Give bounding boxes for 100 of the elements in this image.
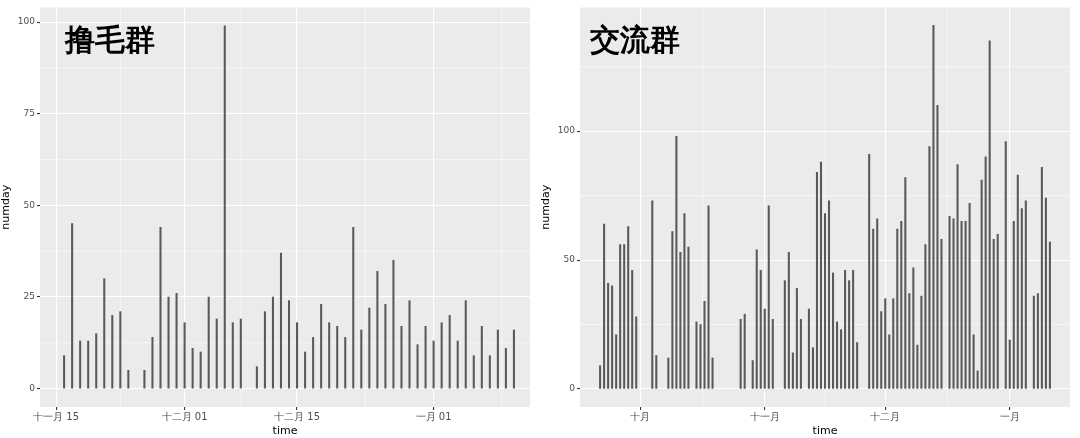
bar <box>823 213 827 389</box>
x-tick-label: 十一月 15 <box>33 410 80 422</box>
bar <box>312 337 315 389</box>
bar <box>607 282 610 389</box>
bar <box>687 246 690 389</box>
bar <box>996 233 999 389</box>
bar <box>119 311 122 389</box>
bar <box>271 296 274 389</box>
bar <box>328 322 331 389</box>
bar <box>223 25 226 389</box>
bar <box>759 270 762 389</box>
bar <box>416 344 419 389</box>
bar <box>876 218 879 389</box>
bar <box>840 329 843 389</box>
bar <box>783 280 786 389</box>
bar <box>1048 241 1051 389</box>
bar <box>980 179 983 389</box>
bar <box>191 348 194 389</box>
bar <box>400 326 403 389</box>
bar <box>988 40 991 389</box>
bar <box>799 319 802 389</box>
bar <box>1036 293 1039 389</box>
bar <box>143 370 146 389</box>
bar <box>827 200 831 389</box>
bar <box>811 347 814 389</box>
bar <box>63 355 66 389</box>
bar <box>968 203 971 389</box>
bar <box>932 25 935 389</box>
y-tick-label: 50 <box>23 199 36 210</box>
bar <box>976 370 979 389</box>
bar <box>175 293 178 389</box>
bar <box>296 322 299 389</box>
bar <box>964 221 967 389</box>
bar <box>908 293 911 389</box>
bar <box>767 205 770 389</box>
y-tick-label: 0 <box>29 383 36 394</box>
bar <box>432 340 435 389</box>
bar <box>255 366 258 389</box>
bar <box>836 321 839 389</box>
bar <box>627 226 630 389</box>
bar <box>892 298 895 389</box>
y-tick-label: 100 <box>17 16 36 27</box>
bar <box>928 146 931 389</box>
bar <box>848 280 851 389</box>
bar <box>671 231 674 389</box>
bar <box>279 252 283 389</box>
bar <box>795 288 798 389</box>
bar <box>496 329 499 389</box>
bar <box>239 318 242 389</box>
bar <box>320 304 323 389</box>
bar <box>956 164 959 389</box>
bar <box>880 311 883 389</box>
bar <box>791 352 794 389</box>
bar <box>960 221 963 389</box>
text: 撸毛群 <box>64 23 155 57</box>
bar <box>904 177 907 389</box>
bar <box>1012 221 1015 389</box>
bar <box>159 227 162 389</box>
bar <box>675 135 678 389</box>
bar <box>344 337 347 389</box>
x-axis-title: time <box>812 424 838 438</box>
bar <box>679 251 682 389</box>
y-tick-label: 50 <box>563 254 576 265</box>
bar <box>127 370 130 389</box>
bar <box>352 227 355 389</box>
bar <box>972 334 975 389</box>
x-tick-label: 十二月 01 <box>161 410 208 422</box>
bar <box>952 218 955 389</box>
bar <box>360 329 363 389</box>
bar <box>611 285 614 389</box>
bar <box>771 319 774 389</box>
bar <box>884 298 887 389</box>
bar <box>1020 208 1023 389</box>
bar <box>304 351 307 389</box>
bar <box>1044 197 1047 389</box>
bar <box>631 270 634 389</box>
bar <box>207 296 210 389</box>
bar <box>287 300 291 389</box>
x-tick-label: 一月 <box>999 410 1020 422</box>
bar <box>599 365 602 389</box>
bar <box>667 357 670 389</box>
bar <box>1016 174 1019 389</box>
bar <box>832 272 835 389</box>
bar <box>868 154 871 389</box>
bar <box>695 321 698 389</box>
bar <box>488 355 491 389</box>
bar <box>384 304 387 389</box>
bar <box>480 326 483 389</box>
bar <box>615 334 618 389</box>
bar <box>183 322 186 389</box>
bar <box>472 355 475 389</box>
bar <box>763 308 766 389</box>
x-tick-label: 十二月 15 <box>274 410 320 422</box>
bar <box>948 215 951 389</box>
bar <box>856 342 859 389</box>
bar <box>651 200 654 389</box>
bar <box>215 318 218 389</box>
bar <box>992 239 995 389</box>
bar <box>111 315 114 389</box>
bar <box>368 307 371 389</box>
